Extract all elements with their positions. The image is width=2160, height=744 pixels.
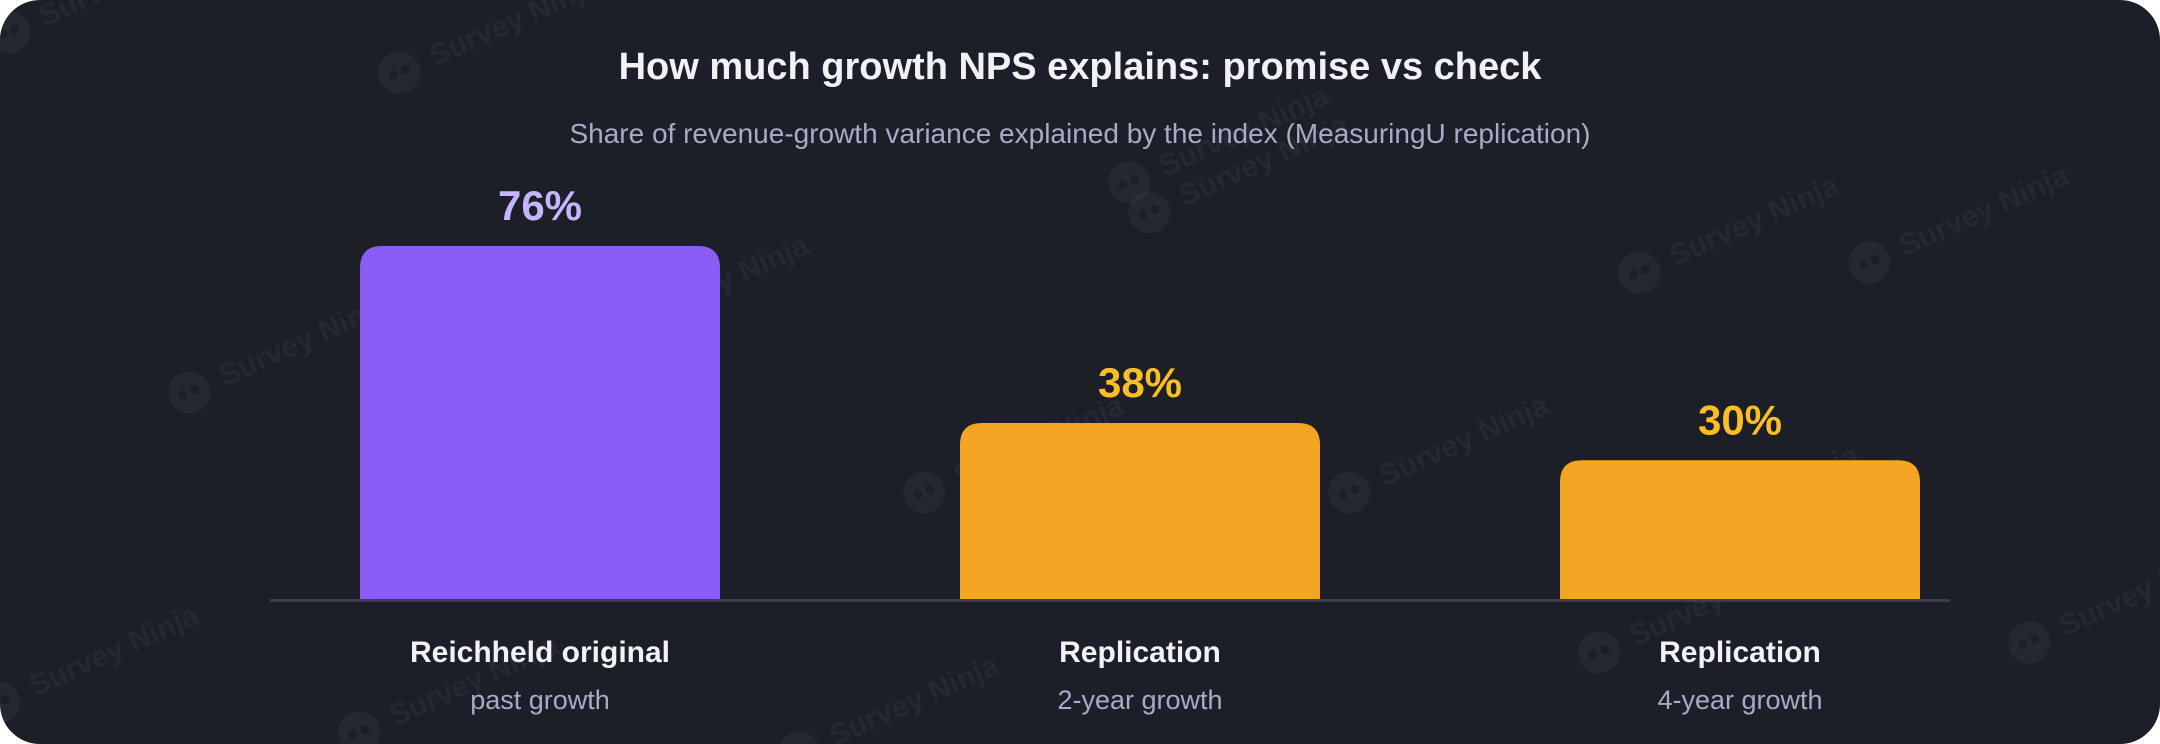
category-sublabel: 2-year growth — [1057, 685, 1222, 715]
category-label: Reichheld original — [410, 636, 670, 669]
value-label: 30% — [1698, 396, 1782, 443]
bar — [960, 423, 1320, 600]
bar-base — [960, 574, 1320, 600]
value-label: 38% — [1098, 359, 1182, 406]
value-label: 76% — [498, 182, 582, 229]
category-sublabel: past growth — [470, 685, 610, 715]
bar-base — [1560, 574, 1920, 600]
bar — [360, 246, 720, 600]
bar — [1560, 460, 1920, 600]
category-sublabel: 4-year growth — [1657, 685, 1822, 715]
chart-subtitle: Share of revenue-growth variance explain… — [569, 118, 1591, 149]
category-label: Replication — [1059, 636, 1221, 669]
category-label: Replication — [1659, 636, 1821, 669]
bar-base — [360, 574, 720, 600]
chart-title: How much growth NPS explains: promise vs… — [618, 46, 1542, 88]
